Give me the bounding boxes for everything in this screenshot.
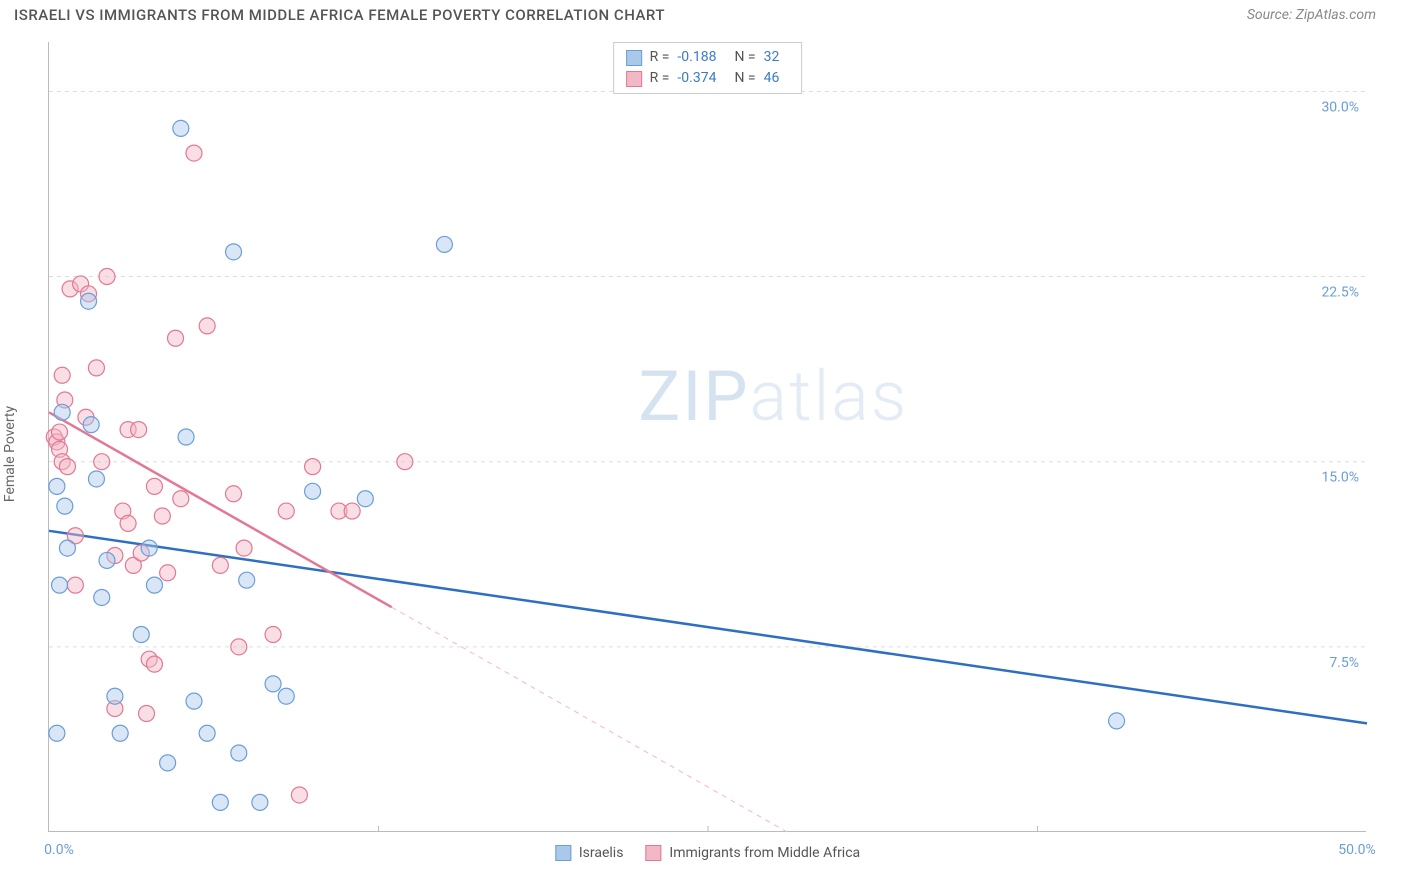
r-value-1: -0.188 (677, 47, 716, 68)
swatch-series-2 (626, 71, 642, 87)
bottom-legend: Israelis Immigrants from Middle Africa (555, 845, 860, 861)
legend-item-1: Israelis (555, 845, 624, 861)
svg-text:7.5%: 7.5% (1329, 655, 1359, 671)
stats-row-1: R = -0.188 N = 32 (626, 47, 790, 68)
n-label: N = (734, 47, 755, 68)
r-value-2: -0.374 (677, 68, 716, 89)
n-label: N = (734, 68, 755, 89)
n-value-1: 32 (764, 47, 780, 68)
svg-text:50.0%: 50.0% (1338, 842, 1376, 858)
svg-text:15.0%: 15.0% (1321, 470, 1359, 486)
r-label: R = (650, 47, 670, 68)
swatch-series-1 (626, 50, 642, 66)
legend-label-1: Israelis (579, 845, 624, 861)
svg-text:0.0%: 0.0% (44, 842, 74, 858)
scatter-svg: 7.5%15.0%22.5%30.0%0.0%50.0% (49, 42, 1366, 831)
r-label: R = (650, 68, 670, 89)
swatch-icon (555, 845, 571, 861)
y-axis-label: Female Poverty (2, 406, 18, 502)
chart-title: ISRAELI VS IMMIGRANTS FROM MIDDLE AFRICA… (14, 6, 665, 24)
swatch-icon (645, 845, 661, 861)
legend-item-2: Immigrants from Middle Africa (645, 845, 860, 861)
legend-label-2: Immigrants from Middle Africa (669, 845, 860, 861)
n-value-2: 46 (764, 68, 780, 89)
stats-row-2: R = -0.374 N = 46 (626, 68, 790, 89)
svg-text:22.5%: 22.5% (1321, 285, 1359, 301)
header: ISRAELI VS IMMIGRANTS FROM MIDDLE AFRICA… (0, 0, 1406, 24)
stats-legend-box: R = -0.188 N = 32 R = -0.374 N = 46 (613, 42, 803, 94)
svg-text:30.0%: 30.0% (1321, 99, 1359, 115)
source-label: Source: ZipAtlas.com (1247, 7, 1376, 23)
chart-plot-area: ZIPatlas 7.5%15.0%22.5%30.0%0.0%50.0% R … (48, 42, 1366, 832)
